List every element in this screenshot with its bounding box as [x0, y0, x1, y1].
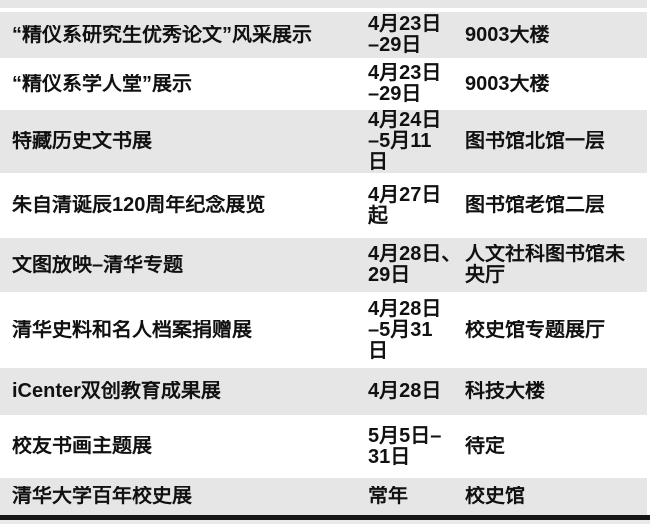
table-row: “精仪系研究生优秀论文”风采展示 4月23日 –29日 9003大楼 — [0, 12, 650, 58]
exhibition-date: 4月23日 –29日 — [368, 14, 442, 56]
exhibition-date: 常年 — [368, 486, 408, 507]
exhibition-location: 9003大楼 — [465, 73, 550, 95]
exhibition-name: “精仪系研究生优秀论文”风采展示 — [12, 24, 312, 46]
exhibition-name: 文图放映–清华专题 — [12, 254, 184, 276]
exhibition-location: 图书馆北馆一层 — [465, 131, 605, 152]
table-row: 清华史料和名人档案捐赠展 4月28日 –5月31 日 校史馆专题展厅 — [0, 292, 650, 368]
exhibition-location: 人文社科图书馆未 央厅 — [465, 244, 625, 286]
exhibition-name: iCenter双创教育成果展 — [12, 381, 221, 402]
table-row: 文图放映–清华专题 4月28日、 29日 人文社科图书馆未 央厅 — [0, 238, 650, 292]
table-bottom-rule — [0, 515, 650, 520]
exhibition-location: 9003大楼 — [465, 24, 550, 46]
bottom-margin-strip — [0, 520, 650, 524]
table-row: iCenter双创教育成果展 4月28日 科技大楼 — [0, 368, 650, 415]
exhibition-date: 4月24日 –5月11 日 — [368, 110, 442, 173]
exhibition-date: 4月23日 –29日 — [368, 63, 442, 105]
exhibition-name: 特藏历史文书展 — [12, 131, 152, 152]
exhibitions-table-body: “精仪系研究生优秀论文”风采展示 4月23日 –29日 9003大楼 “精仪系学… — [0, 12, 650, 515]
table-row: 朱自清诞辰120周年纪念展览 4月27日 起 图书馆老馆二层 — [0, 173, 650, 238]
exhibition-date: 4月28日 — [368, 381, 442, 402]
exhibition-name: “精仪系学人堂”展示 — [12, 73, 192, 95]
exhibition-date: 4月28日、 29日 — [368, 244, 462, 286]
exhibition-location: 校史馆专题展厅 — [465, 319, 605, 341]
exhibition-name: 朱自清诞辰120周年纪念展览 — [12, 195, 266, 216]
exhibition-name: 清华史料和名人档案捐赠展 — [12, 319, 252, 341]
exhibition-date: 4月27日 起 — [368, 184, 442, 227]
exhibition-location: 科技大楼 — [465, 381, 545, 402]
row-separator — [0, 8, 650, 12]
table-row: 特藏历史文书展 4月24日 –5月11 日 图书馆北馆一层 — [0, 110, 650, 173]
exhibition-name: 清华大学百年校史展 — [12, 486, 192, 507]
exhibition-location: 待定 — [465, 436, 505, 457]
table-row: 清华大学百年校史展 常年 校史馆 — [0, 478, 650, 515]
exhibition-location: 校史馆 — [465, 486, 525, 507]
table-row: “精仪系学人堂”展示 4月23日 –29日 9003大楼 — [0, 58, 650, 110]
table-row: 校友书画主题展 5月5日– 31日 待定 — [0, 415, 650, 478]
exhibition-date: 5月5日– 31日 — [368, 425, 442, 468]
cropped-row-above-fragment — [0, 0, 650, 8]
exhibition-date: 4月28日 –5月31 日 — [368, 298, 442, 362]
exhibition-name: 校友书画主题展 — [12, 436, 152, 457]
exhibition-location: 图书馆老馆二层 — [465, 195, 605, 216]
